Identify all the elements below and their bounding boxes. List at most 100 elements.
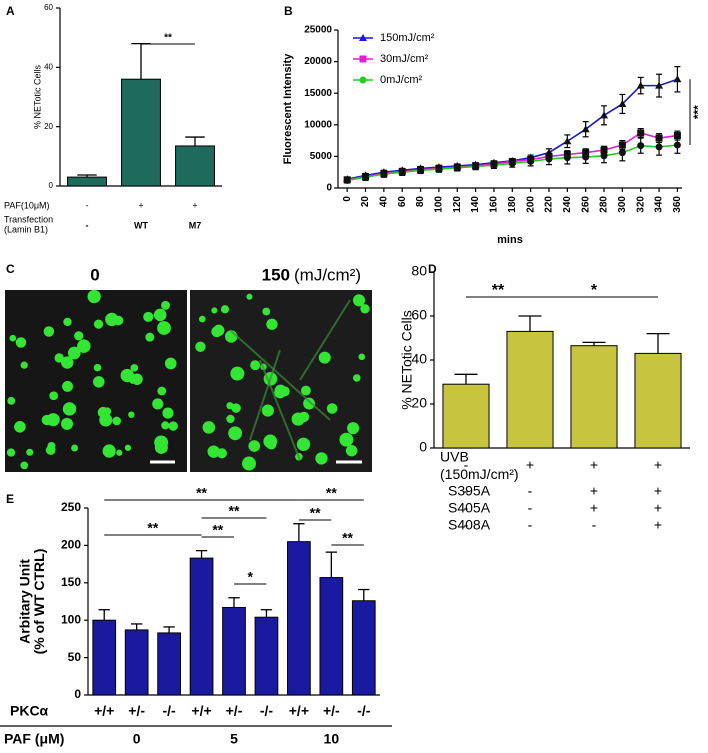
- y-tick-label: 10000: [304, 119, 332, 130]
- y-tick-label: 150: [61, 575, 81, 589]
- cell: [99, 413, 113, 427]
- marker: [435, 165, 443, 173]
- cell: [168, 421, 178, 431]
- significance-label: **: [326, 485, 337, 501]
- marker: [600, 111, 609, 119]
- cell: [7, 396, 16, 405]
- significance-label: **: [164, 33, 172, 44]
- x-tick-label: 340: [654, 196, 665, 213]
- cell: [20, 361, 28, 369]
- cell: [128, 411, 135, 418]
- row-cell: 5: [230, 731, 238, 747]
- row-label: PAF (μM): [4, 731, 64, 747]
- significance-label: **: [229, 503, 240, 519]
- cell: [154, 435, 169, 450]
- y-tick-label: 15000: [304, 88, 332, 99]
- cell: [129, 377, 136, 384]
- row-cell: -: [464, 457, 469, 473]
- x-tick-label: 280: [599, 196, 610, 213]
- marker: [618, 99, 627, 107]
- marker: [618, 149, 626, 157]
- cell: [61, 356, 74, 369]
- cell: [77, 339, 91, 353]
- x-tick-label: 20: [360, 196, 371, 208]
- y-tick-label: 20: [411, 395, 427, 411]
- row-cell: M7: [189, 220, 202, 230]
- row-label: (150mJ/cm²): [440, 466, 519, 482]
- marker: [508, 159, 516, 167]
- cell: [116, 449, 123, 456]
- y-tick-label: 25000: [304, 25, 332, 36]
- marker: [673, 75, 682, 83]
- row-cell: +: [654, 500, 662, 516]
- row-cell: 0: [133, 731, 141, 747]
- x-tick-label: 100: [434, 196, 445, 213]
- row-cell: +/+: [289, 703, 309, 719]
- panel-letter: B: [284, 4, 293, 18]
- image-label: (mJ/cm²): [294, 265, 361, 284]
- x-tick-label: 160: [489, 196, 500, 213]
- cell: [262, 307, 271, 316]
- row-cell: -: [464, 517, 469, 533]
- cell: [74, 331, 84, 341]
- row-cell: -/-: [260, 703, 274, 719]
- cell: [266, 318, 278, 330]
- marker: [359, 76, 367, 84]
- panel-letter: C: [6, 262, 15, 276]
- significance-label: ***: [691, 105, 705, 119]
- marker: [636, 81, 645, 89]
- cell: [220, 305, 230, 314]
- y-tick-label: 40: [44, 62, 53, 71]
- cell: [207, 445, 220, 458]
- cell: [315, 452, 328, 465]
- cell: [49, 391, 59, 401]
- row-cell: -: [528, 500, 533, 516]
- row-cell: +: [654, 517, 662, 533]
- y-tick-label: 40: [411, 351, 427, 367]
- cell: [63, 317, 72, 327]
- cell: [157, 321, 171, 335]
- y-tick-label: 60: [44, 3, 53, 12]
- bar: [189, 557, 214, 696]
- significance-label: **: [492, 282, 505, 299]
- bar: [287, 541, 311, 696]
- significance-label: **: [196, 485, 207, 501]
- cell: [26, 448, 34, 456]
- x-tick-label: 120: [452, 196, 463, 213]
- x-tick-label: 200: [525, 196, 536, 213]
- row-cell: -: [592, 517, 597, 533]
- row-label: S395A: [448, 483, 491, 499]
- marker: [343, 176, 351, 184]
- marker: [655, 143, 663, 151]
- y-tick-label: 5000: [310, 151, 333, 162]
- cell: [162, 407, 174, 419]
- row-cell: +/+: [94, 703, 114, 719]
- row-cell: +: [654, 483, 662, 499]
- marker: [527, 157, 535, 165]
- bar: [124, 629, 149, 696]
- marker: [359, 55, 367, 63]
- cell: [62, 402, 77, 416]
- cell: [9, 334, 17, 342]
- cell: [242, 456, 256, 471]
- cell: [226, 414, 235, 424]
- row-cell: WT: [134, 220, 148, 230]
- marker: [600, 152, 608, 160]
- x-tick-label: 240: [562, 196, 573, 213]
- row-cell: +: [654, 457, 662, 473]
- cell: [318, 351, 331, 364]
- y-axis-label: (% of WT CTRL): [31, 549, 47, 655]
- cell: [274, 386, 287, 399]
- marker: [673, 141, 681, 149]
- y-axis-label: Fluorescent Intensity: [282, 53, 294, 165]
- row-label: UVB: [440, 449, 469, 465]
- cell: [352, 294, 366, 307]
- cell: [345, 444, 358, 457]
- cell: [230, 366, 245, 381]
- cell: [93, 319, 104, 329]
- significance-label: **: [310, 505, 321, 521]
- net-fiber: [299, 299, 351, 381]
- y-tick-label: 0: [74, 687, 81, 701]
- row-cell: +: [590, 483, 598, 499]
